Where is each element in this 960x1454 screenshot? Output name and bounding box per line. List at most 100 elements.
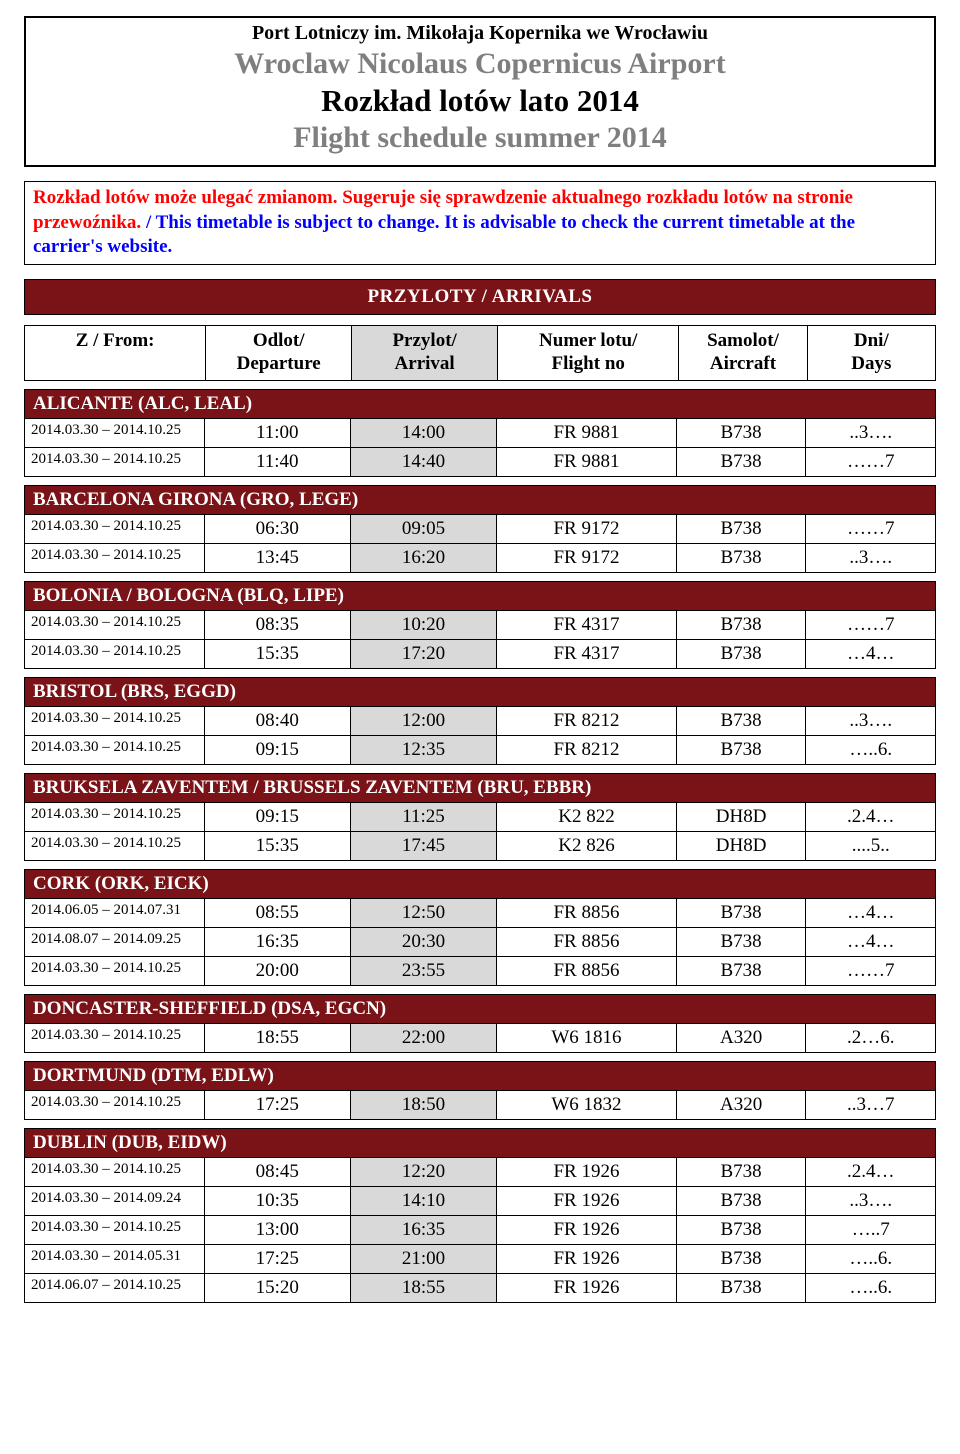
flight-row: 2014.03.30 – 2014.10.2513:4516:20FR 9172… <box>25 543 935 572</box>
destination-section: ALICANTE (ALC, LEAL)2014.03.30 – 2014.10… <box>24 389 936 477</box>
cell-departure: 13:00 <box>204 1216 350 1244</box>
flight-row: 2014.03.30 – 2014.10.2508:4012:00FR 8212… <box>25 706 935 735</box>
cell-aircraft: DH8D <box>676 803 806 831</box>
flight-row: 2014.03.30 – 2014.10.2508:3510:20FR 4317… <box>25 610 935 639</box>
destination-section: BOLONIA / BOLOGNA (BLQ, LIPE)2014.03.30 … <box>24 581 936 669</box>
flight-row: 2014.06.05 – 2014.07.3108:5512:50FR 8856… <box>25 898 935 927</box>
cell-dates: 2014.03.30 – 2014.10.25 <box>25 832 204 860</box>
cell-days: ..3…. <box>805 1187 935 1215</box>
flight-row: 2014.03.30 – 2014.10.2509:1512:35FR 8212… <box>25 735 935 764</box>
col-flight-no-l2: Flight no <box>552 353 625 374</box>
flight-row: 2014.03.30 – 2014.10.2508:4512:20FR 1926… <box>25 1157 935 1186</box>
header-line3: Rozkład lotów lato 2014 <box>34 83 926 119</box>
cell-aircraft: B738 <box>676 640 806 668</box>
col-flight-no-l1: Numer lotu/ <box>539 330 637 351</box>
destination-section: BRUKSELA ZAVENTEM / BRUSSELS ZAVENTEM (B… <box>24 773 936 861</box>
cell-dates: 2014.03.30 – 2014.10.25 <box>25 515 204 543</box>
cell-dates: 2014.03.30 – 2014.10.25 <box>25 1216 204 1244</box>
cell-dates: 2014.03.30 – 2014.10.25 <box>25 544 204 572</box>
destination-header: CORK (ORK, EICK) <box>25 870 935 898</box>
header-line2: Wroclaw Nicolaus Copernicus Airport <box>34 47 926 81</box>
cell-departure: 10:35 <box>204 1187 350 1215</box>
cell-flight-no: FR 1926 <box>496 1245 676 1273</box>
cell-arrival: 14:00 <box>350 419 496 447</box>
sections-container: ALICANTE (ALC, LEAL)2014.03.30 – 2014.10… <box>24 389 936 1303</box>
cell-dates: 2014.08.07 – 2014.09.25 <box>25 928 204 956</box>
destination-section: CORK (ORK, EICK)2014.06.05 – 2014.07.310… <box>24 869 936 986</box>
col-departure: Odlot/ Departure <box>205 326 351 380</box>
cell-dates: 2014.03.30 – 2014.10.25 <box>25 1158 204 1186</box>
cell-dates: 2014.03.30 – 2014.10.25 <box>25 419 204 447</box>
cell-days: …..6. <box>805 1245 935 1273</box>
cell-flight-no: FR 1926 <box>496 1274 676 1302</box>
cell-arrival: 20:30 <box>350 928 496 956</box>
cell-dates: 2014.03.30 – 2014.10.25 <box>25 640 204 668</box>
cell-arrival: 18:55 <box>350 1274 496 1302</box>
flight-row: 2014.03.30 – 2014.10.2511:4014:40FR 9881… <box>25 447 935 476</box>
cell-days: …..6. <box>805 1274 935 1302</box>
cell-arrival: 16:20 <box>350 544 496 572</box>
flight-row: 2014.03.30 – 2014.10.2511:0014:00FR 9881… <box>25 418 935 447</box>
cell-aircraft: B738 <box>676 611 806 639</box>
cell-aircraft: B738 <box>676 707 806 735</box>
cell-days: …4… <box>805 899 935 927</box>
cell-aircraft: DH8D <box>676 832 806 860</box>
cell-days: ....5.. <box>805 832 935 860</box>
cell-days: ..3…. <box>805 707 935 735</box>
col-departure-l2: Departure <box>237 353 321 374</box>
cell-flight-no: FR 8856 <box>496 957 676 985</box>
col-departure-l1: Odlot/ <box>253 330 305 351</box>
col-days: Dni/ Days <box>807 326 935 380</box>
header-line1: Port Lotniczy im. Mikołaja Kopernika we … <box>34 22 926 45</box>
flight-row: 2014.03.30 – 2014.10.2517:2518:50W6 1832… <box>25 1090 935 1119</box>
cell-days: ..3…. <box>805 544 935 572</box>
cell-flight-no: FR 1926 <box>496 1216 676 1244</box>
cell-arrival: 22:00 <box>350 1024 496 1052</box>
cell-departure: 08:35 <box>204 611 350 639</box>
cell-flight-no: FR 8856 <box>496 928 676 956</box>
cell-flight-no: W6 1832 <box>496 1091 676 1119</box>
cell-aircraft: B738 <box>676 448 806 476</box>
col-days-l2: Days <box>851 353 891 374</box>
cell-flight-no: FR 9172 <box>496 515 676 543</box>
destination-header: DORTMUND (DTM, EDLW) <box>25 1062 935 1090</box>
destination-header: DUBLIN (DUB, EIDW) <box>25 1129 935 1157</box>
cell-arrival: 23:55 <box>350 957 496 985</box>
cell-days: …..7 <box>805 1216 935 1244</box>
cell-dates: 2014.03.30 – 2014.10.25 <box>25 957 204 985</box>
col-arrival: Przylot/ Arrival <box>351 326 497 380</box>
destination-header: ALICANTE (ALC, LEAL) <box>25 390 935 418</box>
cell-departure: 08:45 <box>204 1158 350 1186</box>
cell-flight-no: FR 8212 <box>496 736 676 764</box>
cell-arrival: 12:50 <box>350 899 496 927</box>
flight-row: 2014.03.30 – 2014.10.2515:3517:20FR 4317… <box>25 639 935 668</box>
col-days-l1: Dni/ <box>854 330 889 351</box>
cell-aircraft: B738 <box>676 1158 806 1186</box>
cell-arrival: 11:25 <box>350 803 496 831</box>
cell-aircraft: B738 <box>676 419 806 447</box>
cell-flight-no: FR 4317 <box>496 640 676 668</box>
cell-flight-no: FR 9881 <box>496 419 676 447</box>
column-headers: Z / From: Odlot/ Departure Przylot/ Arri… <box>24 325 936 381</box>
cell-aircraft: B738 <box>676 544 806 572</box>
destination-header: DONCASTER-SHEFFIELD (DSA, EGCN) <box>25 995 935 1023</box>
cell-days: ……7 <box>805 448 935 476</box>
cell-arrival: 10:20 <box>350 611 496 639</box>
destination-section: BARCELONA GIRONA (GRO, LEGE)2014.03.30 –… <box>24 485 936 573</box>
cell-aircraft: B738 <box>676 1216 806 1244</box>
cell-flight-no: K2 826 <box>496 832 676 860</box>
cell-arrival: 14:40 <box>350 448 496 476</box>
cell-flight-no: W6 1816 <box>496 1024 676 1052</box>
flight-row: 2014.03.30 – 2014.05.3117:2521:00FR 1926… <box>25 1244 935 1273</box>
cell-dates: 2014.03.30 – 2014.10.25 <box>25 611 204 639</box>
col-from: Z / From: <box>25 326 205 380</box>
col-arrival-l1: Przylot/ <box>392 330 456 351</box>
document-header: Port Lotniczy im. Mikołaja Kopernika we … <box>24 16 936 167</box>
cell-days: …..6. <box>805 736 935 764</box>
destination-header: BRISTOL (BRS, EGGD) <box>25 678 935 706</box>
cell-aircraft: B738 <box>676 899 806 927</box>
cell-aircraft: B738 <box>676 1245 806 1273</box>
flight-row: 2014.03.30 – 2014.10.2518:5522:00W6 1816… <box>25 1023 935 1052</box>
destination-section: DORTMUND (DTM, EDLW)2014.03.30 – 2014.10… <box>24 1061 936 1120</box>
cell-aircraft: B738 <box>676 928 806 956</box>
